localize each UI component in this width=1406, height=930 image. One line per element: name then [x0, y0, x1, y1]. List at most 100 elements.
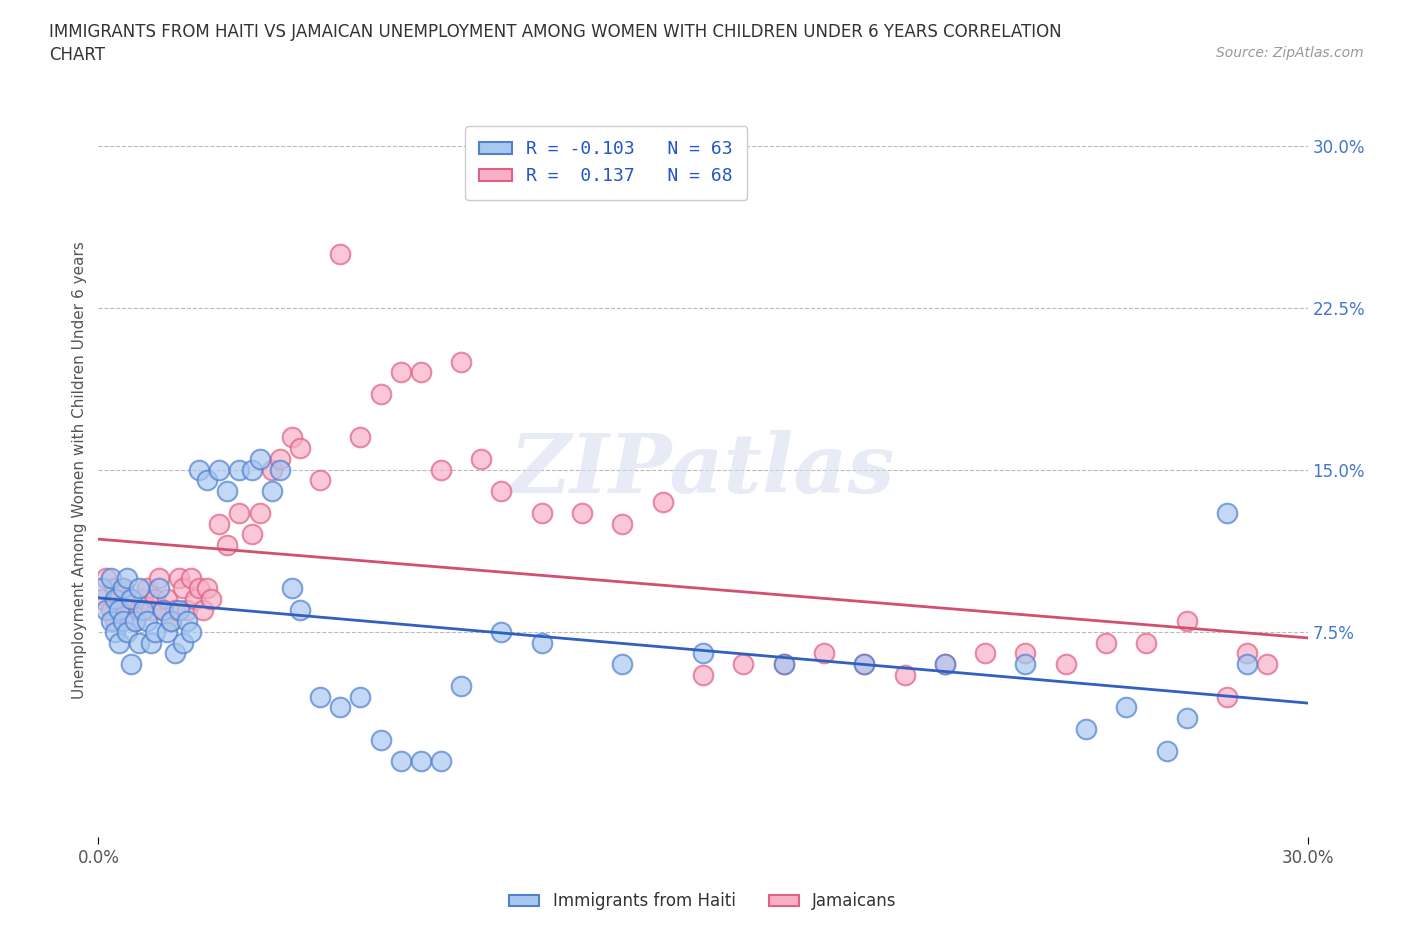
- Point: [692, 668, 714, 683]
- Point: [269, 462, 291, 477]
- Point: [651, 495, 673, 510]
- Point: [208, 462, 231, 477]
- Point: [180, 570, 202, 585]
- Point: [143, 591, 166, 606]
- Point: [1054, 657, 1077, 671]
- Legend: R = -0.103   N = 63, R =  0.137   N = 68: R = -0.103 N = 63, R = 0.137 N = 68: [465, 126, 748, 200]
- Point: [132, 591, 155, 606]
- Point: [450, 354, 472, 369]
- Point: [124, 614, 146, 629]
- Point: [733, 657, 755, 671]
- Point: [188, 462, 211, 477]
- Point: [167, 603, 190, 618]
- Point: [813, 646, 835, 661]
- Point: [281, 581, 304, 596]
- Point: [1216, 505, 1239, 520]
- Point: [893, 668, 915, 683]
- Point: [349, 689, 371, 704]
- Point: [228, 462, 250, 477]
- Point: [288, 603, 311, 618]
- Point: [111, 614, 134, 629]
- Point: [409, 754, 432, 769]
- Point: [1216, 689, 1239, 704]
- Text: IMMIGRANTS FROM HAITI VS JAMAICAN UNEMPLOYMENT AMONG WOMEN WITH CHILDREN UNDER 6: IMMIGRANTS FROM HAITI VS JAMAICAN UNEMPL…: [49, 23, 1062, 41]
- Y-axis label: Unemployment Among Women with Children Under 6 years: Unemployment Among Women with Children U…: [72, 241, 87, 698]
- Point: [103, 591, 125, 606]
- Point: [853, 657, 876, 671]
- Point: [139, 603, 162, 618]
- Point: [160, 614, 183, 629]
- Point: [103, 581, 125, 596]
- Point: [120, 591, 142, 606]
- Point: [281, 430, 304, 445]
- Point: [240, 527, 263, 542]
- Point: [260, 484, 283, 498]
- Point: [160, 614, 183, 629]
- Point: [193, 603, 215, 618]
- Point: [180, 624, 202, 639]
- Point: [163, 646, 186, 661]
- Point: [409, 365, 432, 379]
- Point: [111, 581, 134, 596]
- Point: [200, 591, 222, 606]
- Point: [120, 591, 142, 606]
- Point: [260, 462, 283, 477]
- Point: [217, 484, 239, 498]
- Point: [176, 614, 198, 629]
- Point: [107, 635, 129, 650]
- Point: [430, 462, 453, 477]
- Point: [1236, 646, 1258, 661]
- Point: [1236, 657, 1258, 671]
- Point: [491, 484, 513, 498]
- Point: [217, 538, 239, 552]
- Legend: Immigrants from Haiti, Jamaicans: Immigrants from Haiti, Jamaicans: [503, 885, 903, 917]
- Point: [1115, 700, 1137, 715]
- Point: [132, 603, 155, 618]
- Point: [228, 505, 250, 520]
- Point: [571, 505, 593, 520]
- Point: [115, 570, 138, 585]
- Point: [692, 646, 714, 661]
- Point: [370, 732, 392, 747]
- Text: CHART: CHART: [49, 46, 105, 64]
- Point: [772, 657, 794, 671]
- Point: [934, 657, 956, 671]
- Point: [1074, 722, 1097, 737]
- Point: [288, 441, 311, 456]
- Point: [329, 700, 352, 715]
- Point: [934, 657, 956, 671]
- Point: [128, 635, 150, 650]
- Point: [612, 516, 634, 531]
- Point: [1156, 743, 1178, 758]
- Point: [530, 635, 553, 650]
- Point: [143, 624, 166, 639]
- Point: [269, 451, 291, 466]
- Point: [974, 646, 997, 661]
- Point: [172, 581, 194, 596]
- Point: [349, 430, 371, 445]
- Point: [103, 624, 125, 639]
- Point: [107, 591, 129, 606]
- Point: [103, 614, 125, 629]
- Point: [96, 603, 118, 618]
- Point: [148, 581, 170, 596]
- Point: [107, 603, 129, 618]
- Text: Source: ZipAtlas.com: Source: ZipAtlas.com: [1216, 46, 1364, 60]
- Point: [96, 570, 118, 585]
- Point: [853, 657, 876, 671]
- Point: [450, 678, 472, 693]
- Point: [184, 591, 207, 606]
- Point: [309, 473, 332, 488]
- Point: [120, 657, 142, 671]
- Point: [188, 581, 211, 596]
- Point: [100, 614, 122, 629]
- Point: [612, 657, 634, 671]
- Point: [152, 603, 174, 618]
- Point: [491, 624, 513, 639]
- Point: [1014, 646, 1036, 661]
- Point: [1095, 635, 1118, 650]
- Point: [470, 451, 492, 466]
- Point: [430, 754, 453, 769]
- Point: [172, 635, 194, 650]
- Point: [167, 570, 190, 585]
